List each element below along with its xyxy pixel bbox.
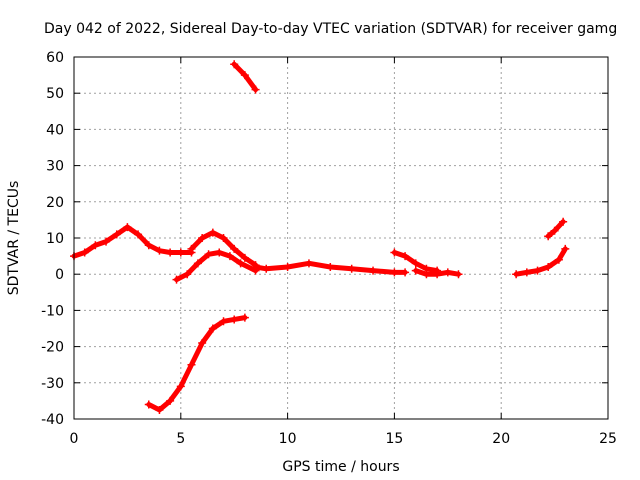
series-arc-high [230, 60, 260, 94]
series-arc-scatter-16-18 [411, 266, 463, 279]
axis-ticks: 0 5 10 15 20 25 -40 -30 -20 -10 0 10 20 30 40 50 60 [41, 50, 617, 447]
data-point [204, 250, 213, 259]
data-point [208, 324, 217, 333]
y-tick-label: 50 [46, 86, 64, 102]
data-point [187, 360, 196, 369]
data-point [219, 234, 228, 242]
grid-lines [74, 57, 608, 419]
data-point [251, 262, 260, 271]
y-tick-label: 30 [46, 159, 64, 175]
series-trace [545, 219, 566, 239]
x-tick-label: 25 [599, 431, 617, 447]
data-point [443, 268, 452, 277]
data-point [80, 248, 89, 257]
data-point [554, 255, 563, 264]
data-point [326, 262, 335, 271]
data-point [283, 262, 292, 271]
chart-title: Day 042 of 2022, Sidereal Day-to-day VTE… [44, 21, 617, 37]
x-tick-label: 10 [279, 431, 297, 447]
y-tick-label: 10 [46, 231, 64, 247]
data-series [70, 60, 570, 414]
x-axis-label: GPS time / hours [282, 459, 399, 475]
data-point [533, 266, 542, 275]
y-tick-label: 0 [55, 267, 64, 283]
x-tick-label: 0 [70, 431, 79, 447]
y-tick-label: -40 [41, 412, 64, 428]
data-point [411, 266, 420, 275]
data-point [240, 253, 249, 262]
x-tick-label: 20 [492, 431, 510, 447]
data-point [401, 252, 410, 261]
data-point [559, 217, 568, 226]
data-point [240, 313, 249, 322]
data-point [176, 248, 185, 257]
y-tick-label: -20 [41, 340, 64, 356]
data-point [123, 223, 132, 232]
data-point [369, 266, 378, 275]
data-point [215, 248, 224, 257]
data-point [208, 228, 217, 237]
data-point [219, 317, 228, 326]
series-arc-deep-negative [144, 313, 249, 414]
data-point [155, 246, 164, 255]
data-point [251, 85, 260, 94]
data-point [550, 226, 559, 235]
series-arc-end-low [512, 244, 570, 279]
data-point [240, 71, 249, 80]
y-tick-label: -30 [41, 376, 64, 392]
data-point [411, 259, 420, 268]
data-point [230, 60, 239, 69]
y-axis-label: SDTVAR / TECUs [6, 181, 22, 296]
y-tick-label: 60 [46, 50, 64, 66]
data-point [134, 230, 143, 239]
data-point [193, 259, 202, 268]
data-point [91, 241, 100, 250]
series-arc-upper-bump [187, 228, 260, 270]
data-point [544, 232, 553, 241]
data-point [166, 396, 175, 405]
data-point [230, 244, 239, 253]
data-point [166, 248, 175, 257]
data-point [187, 244, 196, 253]
data-point [102, 237, 111, 246]
data-point [183, 270, 192, 279]
data-point [422, 270, 431, 279]
series-trace [146, 315, 248, 413]
series-arc-end-high [544, 217, 568, 241]
x-tick-label: 5 [176, 431, 185, 447]
data-point [347, 264, 356, 273]
data-point [304, 259, 313, 268]
y-tick-label: -10 [41, 303, 64, 319]
y-tick-label: 20 [46, 195, 64, 211]
data-point [390, 268, 399, 277]
series-trace [174, 250, 259, 283]
data-point [144, 400, 153, 409]
data-point [144, 241, 153, 250]
data-point [522, 268, 531, 277]
data-point [561, 244, 570, 253]
data-point [198, 234, 207, 242]
data-point [230, 315, 239, 324]
x-tick-label: 15 [385, 431, 403, 447]
y-tick-label: 40 [46, 122, 64, 138]
data-point [236, 259, 245, 268]
data-point [544, 262, 553, 271]
data-point [401, 268, 410, 277]
data-point [433, 270, 442, 279]
data-point [512, 270, 521, 279]
series-arc-flat [251, 259, 410, 277]
data-point [262, 264, 271, 273]
data-point [155, 405, 164, 414]
data-point [454, 270, 463, 279]
data-point [112, 230, 121, 239]
data-point [390, 248, 399, 257]
data-point [225, 252, 234, 261]
data-point [172, 275, 181, 284]
data-point [198, 338, 207, 347]
plot-frame [73, 56, 609, 420]
data-point [176, 382, 185, 391]
series-arc-main-early [70, 223, 196, 261]
